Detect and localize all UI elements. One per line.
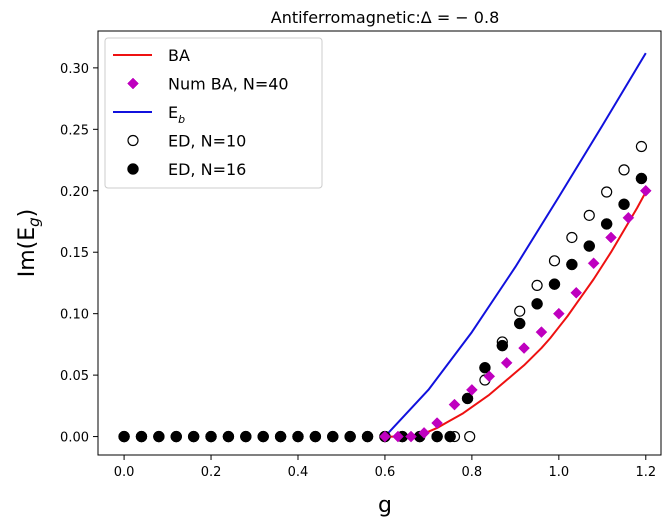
data-point-ed-n-16 — [513, 317, 526, 330]
data-point-ed-n-16 — [118, 430, 130, 443]
data-point-ed-n-16 — [618, 198, 630, 211]
data-point-num-ba-n-40 — [431, 417, 443, 429]
data-point-num-ba-n-40 — [552, 307, 565, 320]
data-point-num-ba-n-40 — [418, 427, 430, 439]
data-point-ed-n-16 — [635, 172, 648, 185]
data-point-ed-n-16 — [187, 430, 200, 443]
data-point-num-ba-n-40 — [448, 398, 461, 411]
y-axis-label: Im(Eg) — [15, 209, 43, 278]
data-point-ed-n-16 — [461, 392, 474, 405]
data-point-ed-n-16 — [496, 339, 509, 352]
data-point-ed-n-16 — [222, 430, 235, 443]
legend-label-main: BA — [168, 46, 190, 65]
data-point-ed-n-10 — [531, 279, 543, 291]
x-tick-label: 1.2 — [635, 465, 656, 480]
plot-series — [118, 52, 652, 443]
series-line-e-b — [384, 52, 647, 438]
data-point-ed-n-16 — [274, 430, 287, 443]
x-axis-label: g — [378, 493, 392, 518]
data-point-ed-n-16 — [548, 278, 561, 290]
data-point-num-ba-n-40 — [622, 211, 635, 224]
legend-box — [104, 37, 323, 189]
x-tick-label: 0.8 — [462, 465, 483, 480]
legend-label: Num BA, N=40 — [168, 75, 289, 94]
x-tick-label: 0.6 — [375, 465, 396, 480]
y-axis-label-main: Im(E — [15, 227, 40, 277]
data-point-ed-n-10 — [635, 140, 648, 153]
legend-label: Eb — [168, 103, 185, 126]
data-point-ed-n-10 — [601, 186, 613, 198]
data-point-ed-n-16 — [153, 430, 165, 443]
data-point-ed-n-16 — [583, 240, 596, 252]
data-point-ed-n-10 — [548, 255, 561, 267]
data-point-ed-n-10 — [583, 209, 595, 221]
data-point-ed-n-10 — [464, 430, 476, 443]
data-point-ed-n-16 — [344, 430, 356, 443]
axis-ticks: 0.0 0.2 0.4 0.6 0.8 1.0 1.2 0.00 0.05 0.10 0.15 0.2… — [60, 62, 656, 480]
legend-label-main: ED, N=16 — [168, 160, 246, 179]
data-point-ed-n-16 — [361, 430, 374, 443]
data-point-num-ba-n-40 — [392, 430, 404, 443]
plot-frame — [97, 30, 662, 456]
data-point-ed-n-16 — [444, 430, 456, 443]
y-tick-label: 0.15 — [60, 246, 89, 261]
data-point-ed-n-16 — [327, 430, 339, 443]
data-point-num-ba-n-40 — [518, 342, 530, 354]
legend-label: ED, N=10 — [168, 132, 246, 151]
data-point-ed-n-16 — [600, 218, 613, 230]
data-point-ed-n-16 — [292, 430, 304, 443]
data-point-ed-n-16 — [240, 430, 252, 443]
y-axis-label-close: ) — [15, 209, 40, 218]
data-point-num-ba-n-40 — [466, 384, 478, 396]
data-point-num-ba-n-40 — [605, 231, 617, 244]
legend-marker-swatch — [127, 134, 139, 147]
legend: BA Num BA, N=40 Eb ED, N=10 ED, N=16 — [104, 37, 323, 189]
x-tick-label: 0.2 — [201, 465, 222, 480]
legend-label: BA — [168, 46, 190, 65]
x-tick-label: 0.4 — [288, 465, 309, 480]
legend-label-main: E — [168, 103, 178, 122]
data-point-ed-n-10 — [566, 231, 578, 244]
data-point-num-ba-n-40 — [570, 286, 583, 299]
y-tick-label: 0.05 — [60, 369, 89, 384]
chart-title: Antiferromagnetic:Δ = − 0.8 — [271, 8, 500, 27]
x-tick-label: 0.0 — [114, 465, 135, 480]
legend-label-main: ED, N=10 — [168, 132, 246, 151]
data-point-ed-n-10 — [514, 305, 526, 317]
legend-marker-swatch — [127, 77, 139, 90]
data-point-num-ba-n-40 — [639, 184, 652, 197]
data-point-num-ba-n-40 — [587, 257, 600, 270]
data-point-num-ba-n-40 — [535, 326, 548, 338]
data-point-ed-n-16 — [531, 298, 543, 310]
data-point-num-ba-n-40 — [483, 370, 496, 383]
legend-label-sub: b — [178, 113, 185, 126]
data-point-ed-n-10 — [618, 164, 630, 176]
y-tick-label: 0.30 — [60, 62, 89, 77]
data-point-ed-n-16 — [566, 258, 578, 271]
data-point-ed-n-16 — [431, 430, 443, 443]
y-axis-label-sub: g — [25, 217, 43, 227]
data-point-ed-n-16 — [257, 430, 269, 443]
y-tick-label: 0.00 — [60, 431, 89, 446]
data-point-ed-n-16 — [135, 430, 148, 443]
data-point-num-ba-n-40 — [500, 356, 513, 369]
legend-label-main: Num BA, N=40 — [168, 75, 289, 94]
legend-label: ED, N=16 — [168, 160, 246, 179]
legend-marker-swatch — [127, 163, 139, 175]
data-point-ed-n-16 — [170, 430, 183, 443]
x-tick-label: 1.0 — [548, 465, 569, 480]
y-tick-label: 0.10 — [60, 308, 89, 323]
data-point-num-ba-n-40 — [379, 430, 391, 443]
y-tick-label: 0.20 — [60, 185, 89, 200]
data-point-ed-n-16 — [479, 361, 491, 374]
data-point-num-ba-n-40 — [405, 430, 417, 443]
y-tick-label: 0.25 — [60, 123, 89, 138]
data-point-ed-n-16 — [309, 430, 322, 443]
data-point-ed-n-16 — [205, 430, 217, 443]
